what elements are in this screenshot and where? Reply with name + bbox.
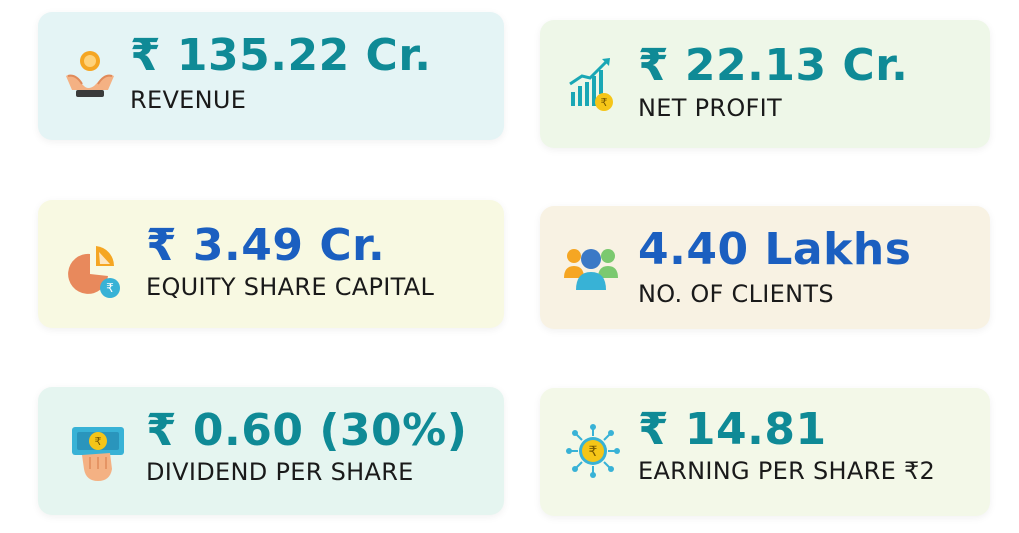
- revenue-label: REVENUE: [130, 86, 247, 114]
- equity-share-capital-label: EQUITY SHARE CAPITAL: [146, 273, 435, 301]
- svg-text:₹: ₹: [601, 96, 608, 109]
- eps-value: ₹ 14.81: [638, 404, 827, 455]
- hand-coin-icon: [66, 51, 114, 97]
- rupee-network-icon: ₹: [566, 424, 620, 478]
- net-profit-card: ₹ ₹ 22.13 Cr. NET PROFIT: [540, 20, 990, 148]
- clients-value: 4.40 Lakhs: [638, 224, 912, 275]
- svg-text:₹: ₹: [95, 435, 102, 448]
- growth-chart-icon: ₹: [569, 58, 613, 111]
- users-group-icon: [564, 249, 618, 290]
- revenue-value: ₹ 135.22 Cr.: [130, 30, 432, 81]
- net-profit-value: ₹ 22.13 Cr.: [638, 40, 909, 91]
- net-profit-label: NET PROFIT: [638, 94, 782, 122]
- eps-label: EARNING PER SHARE ₹2: [638, 457, 936, 485]
- svg-text:₹: ₹: [106, 281, 114, 295]
- svg-text:₹: ₹: [589, 444, 598, 460]
- eps-card: ₹ ₹ 14.81 EARNING PER SHARE ₹2: [540, 388, 990, 516]
- dividend-card: ₹ ₹ 0.60 (30%) DIVIDEND PER SHARE: [38, 387, 504, 515]
- clients-card: 4.40 Lakhs NO. OF CLIENTS: [540, 206, 990, 329]
- hand-banknote-icon: ₹: [72, 427, 124, 481]
- equity-share-capital-card: ₹ ₹ 3.49 Cr. EQUITY SHARE CAPITAL: [38, 200, 504, 328]
- dividend-label: DIVIDEND PER SHARE: [146, 458, 414, 486]
- clients-label: NO. OF CLIENTS: [638, 280, 834, 308]
- dividend-value: ₹ 0.60 (30%): [146, 405, 468, 456]
- equity-share-capital-value: ₹ 3.49 Cr.: [146, 220, 386, 271]
- pie-chart-rupee-icon: ₹: [68, 246, 120, 298]
- revenue-card: ₹ 135.22 Cr. REVENUE: [38, 12, 504, 140]
